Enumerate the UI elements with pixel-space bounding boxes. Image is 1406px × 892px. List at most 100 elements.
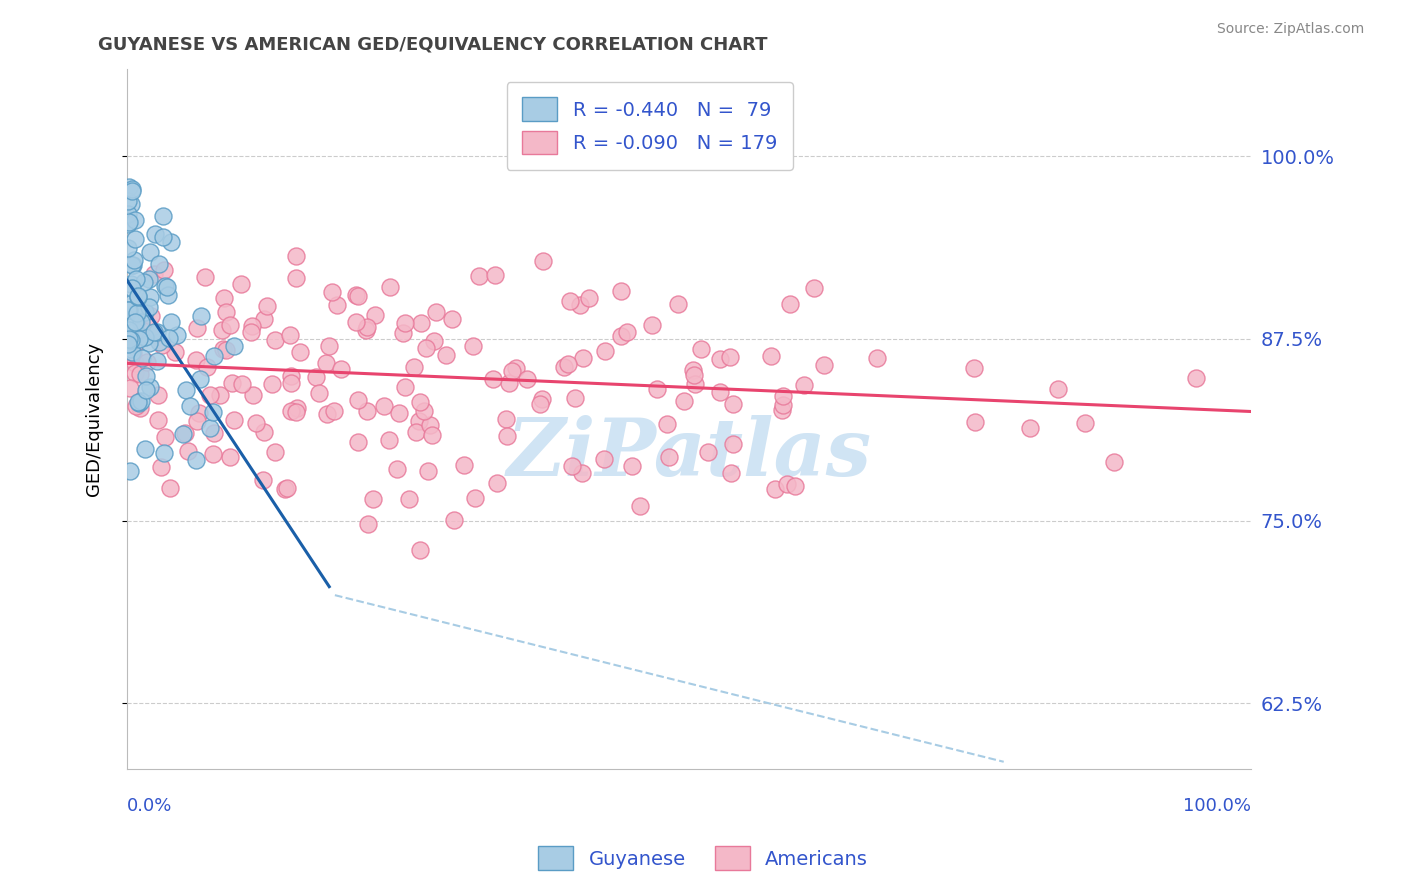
- Point: [229, 277, 252, 291]
- Point: [721, 436, 744, 450]
- Point: [770, 403, 793, 417]
- Point: [153, 278, 176, 293]
- Point: [1102, 455, 1125, 469]
- Point: [498, 376, 520, 390]
- Point: [404, 359, 426, 374]
- Point: [280, 369, 302, 384]
- Point: [496, 428, 519, 442]
- Point: [117, 179, 139, 194]
- Point: [668, 297, 690, 311]
- Point: [561, 459, 583, 474]
- Point: [190, 309, 212, 323]
- Point: [1047, 382, 1070, 396]
- Point: [186, 453, 208, 467]
- Point: [208, 387, 231, 401]
- Point: [202, 447, 225, 461]
- Point: [146, 388, 169, 402]
- Text: 0.0%: 0.0%: [127, 797, 173, 815]
- Point: [765, 483, 787, 497]
- Point: [124, 213, 146, 227]
- Point: [157, 331, 180, 345]
- Point: [148, 257, 170, 271]
- Point: [152, 230, 174, 244]
- Point: [408, 414, 430, 428]
- Point: [326, 298, 349, 312]
- Point: [398, 492, 420, 507]
- Point: [188, 406, 211, 420]
- Point: [253, 311, 276, 326]
- Point: [139, 245, 162, 260]
- Point: [177, 444, 200, 458]
- Text: GUYANESE VS AMERICAN GED/EQUIVALENCY CORRELATION CHART: GUYANESE VS AMERICAN GED/EQUIVALENCY COR…: [98, 36, 768, 54]
- Point: [356, 404, 378, 418]
- Point: [409, 395, 432, 409]
- Point: [124, 314, 146, 328]
- Point: [482, 372, 505, 386]
- Point: [321, 285, 343, 299]
- Point: [963, 361, 986, 376]
- Point: [134, 330, 156, 344]
- Point: [453, 458, 475, 472]
- Point: [128, 396, 150, 410]
- Point: [364, 309, 387, 323]
- Point: [683, 368, 706, 382]
- Point: [305, 369, 328, 384]
- Point: [709, 352, 731, 367]
- Point: [172, 427, 194, 442]
- Point: [138, 271, 160, 285]
- Point: [156, 288, 179, 302]
- Point: [166, 327, 188, 342]
- Point: [198, 388, 221, 402]
- Point: [146, 325, 169, 339]
- Point: [121, 296, 143, 310]
- Point: [117, 336, 139, 351]
- Point: [240, 319, 263, 334]
- Point: [463, 339, 485, 353]
- Point: [346, 288, 368, 302]
- Point: [118, 323, 141, 337]
- Point: [315, 356, 337, 370]
- Point: [253, 425, 276, 439]
- Point: [131, 351, 153, 366]
- Point: [212, 343, 235, 357]
- Point: [256, 299, 278, 313]
- Point: [673, 393, 696, 408]
- Point: [965, 415, 987, 429]
- Point: [186, 353, 208, 368]
- Point: [135, 383, 157, 397]
- Point: [420, 427, 443, 442]
- Point: [274, 482, 297, 496]
- Point: [121, 258, 143, 272]
- Point: [280, 376, 302, 390]
- Point: [720, 466, 742, 480]
- Point: [571, 467, 593, 481]
- Point: [124, 366, 146, 380]
- Point: [285, 271, 308, 285]
- Point: [347, 289, 370, 303]
- Point: [865, 351, 887, 365]
- Point: [264, 333, 287, 347]
- Point: [159, 481, 181, 495]
- Point: [276, 481, 298, 495]
- Point: [124, 324, 146, 338]
- Point: [630, 499, 652, 513]
- Point: [685, 377, 707, 392]
- Point: [134, 305, 156, 319]
- Point: [505, 360, 527, 375]
- Point: [436, 347, 458, 361]
- Point: [202, 405, 225, 419]
- Point: [214, 305, 236, 319]
- Point: [689, 343, 711, 357]
- Point: [222, 338, 245, 352]
- Point: [153, 430, 176, 444]
- Point: [127, 395, 149, 409]
- Point: [149, 459, 172, 474]
- Point: [418, 464, 440, 478]
- Point: [278, 328, 301, 343]
- Point: [212, 291, 235, 305]
- Point: [593, 451, 616, 466]
- Point: [138, 380, 160, 394]
- Point: [120, 197, 142, 211]
- Point: [222, 413, 245, 427]
- Point: [387, 406, 409, 420]
